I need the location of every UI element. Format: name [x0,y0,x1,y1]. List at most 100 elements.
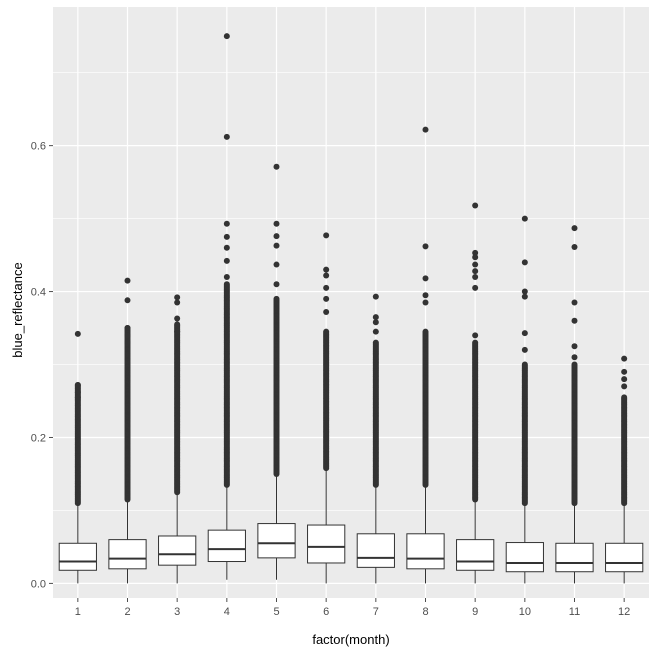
outlier-point [521,215,528,222]
outlier-point [323,284,330,291]
outlier-point [571,299,578,306]
outlier-point [124,325,131,332]
outlier-point [372,328,379,335]
outlier-point [273,220,280,227]
outlier-point [571,361,578,368]
iqr-box [158,535,197,566]
y-tick-label: 0.6 [31,141,46,153]
outlier-point [74,381,81,388]
outlier-point [621,383,628,390]
box-month-10 [505,215,544,584]
iqr-box [356,533,395,568]
outlier-point [223,281,230,288]
outlier-point [521,346,528,353]
iqr-box [207,529,246,563]
outlier-point [124,339,131,346]
outlier-point [273,295,280,302]
outlier-point [323,232,330,239]
iqr-box [505,542,544,573]
outlier-point [422,292,429,299]
outlier-point [472,261,479,268]
outlier-point [521,330,528,337]
outlier-point [472,332,479,339]
outlier-point [472,284,479,291]
outlier-point [472,202,479,209]
box-month-6 [307,232,346,584]
x-tick-label: 11 [569,606,580,618]
plot-panel [53,7,649,598]
outlier-point [621,394,628,401]
outlier-point [174,315,181,322]
outlier-point [223,257,230,264]
outlier-point [472,273,479,280]
outlier-point [223,220,230,227]
outlier-point [124,332,131,339]
outlier-point [74,394,81,401]
outlier-point [571,354,578,361]
outlier-point [621,368,628,375]
outlier-point [472,254,479,261]
outlier-point [124,277,131,284]
outlier-point [323,328,330,335]
iqr-box [406,533,445,570]
outlier-point [422,243,429,250]
iqr-box [555,542,594,573]
x-tick-label: 9 [472,606,478,618]
box-month-2 [108,277,147,584]
iqr-box [257,523,296,559]
outlier-point [571,343,578,350]
box-month-11 [555,225,594,584]
outlier-point [323,266,330,273]
x-tick-label: 5 [273,606,279,618]
iqr-box [307,524,346,564]
outlier-point [174,294,181,301]
box-month-12 [605,355,644,584]
x-tick-label: 1 [75,606,81,618]
outlier-point [323,308,330,315]
outlier-point [472,249,479,256]
x-tick-label: 2 [124,606,130,618]
x-tick-label: 3 [174,606,180,618]
outlier-point [621,376,628,383]
outlier-point [273,261,280,268]
outlier-point [372,339,379,346]
y-tick-label: 0.4 [31,287,46,299]
box-month-3 [158,294,197,584]
x-tick-label: 10 [519,606,531,618]
outlier-point [422,328,429,335]
outlier-point [621,355,628,362]
outlier-point [174,328,181,335]
iqr-box [456,539,495,571]
outlier-point [174,321,181,328]
y-tick-label: 0.0 [31,578,46,590]
outlier-point [74,389,81,396]
outlier-point [422,299,429,306]
x-tick-label: 4 [224,606,230,618]
outlier-point [223,33,230,40]
outlier-point [422,275,429,282]
outlier-point [372,314,379,321]
outlier-point [571,244,578,251]
outlier-point [472,268,479,275]
outlier-point [521,361,528,368]
iqr-box [58,542,97,571]
outlier-point [521,288,528,295]
x-tick-label: 6 [323,606,329,618]
box-month-7 [356,293,395,584]
outlier-point [223,244,230,251]
iqr-box [108,539,147,570]
iqr-box [605,542,644,573]
outlier-point [273,233,280,240]
outlier-point [372,293,379,300]
x-tick-label: 12 [618,606,630,618]
box-month-5 [257,163,296,580]
outlier-point [74,330,81,337]
outlier-point [372,319,379,326]
outlier-point [223,133,230,140]
y-tick-label: 0.2 [31,432,46,444]
outlier-point [223,273,230,280]
outlier-point [273,281,280,288]
outlier-point [174,299,181,306]
outlier-point [472,339,479,346]
